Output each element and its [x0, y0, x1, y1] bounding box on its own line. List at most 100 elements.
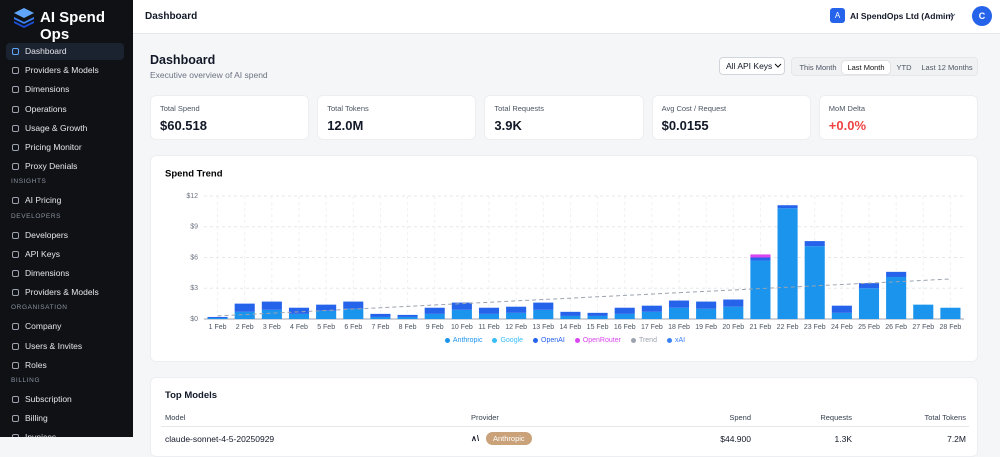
bar — [451, 302, 472, 310]
table-card: Top Models Model Provider Spend Requests Tot… — [150, 377, 978, 457]
kpi-value: $0.0155 — [661, 118, 709, 133]
table-cell: 1.3K — [834, 434, 853, 444]
legend-dot — [666, 338, 672, 343]
nav-item[interactable]: Roles — [6, 357, 124, 374]
nav-item[interactable]: Pricing Monitor — [6, 139, 124, 156]
nav-icon — [12, 434, 19, 437]
legend-dot — [574, 338, 580, 343]
org-switcher[interactable]: AI SpendOps Ltd (Admin) — [850, 11, 954, 21]
nav-icon — [12, 270, 19, 277]
bar — [261, 301, 282, 310]
bar — [777, 205, 798, 209]
bar — [316, 310, 337, 319]
x-tick-label: 14 Feb — [560, 324, 582, 331]
range-button[interactable]: YTD — [896, 63, 912, 72]
table-title: Top Models — [165, 390, 218, 401]
legend-label: OpenRouter — [582, 337, 621, 344]
nav-item[interactable]: Billing — [6, 410, 124, 427]
legend-item[interactable]: Trend — [630, 337, 657, 344]
logo-icon — [14, 8, 34, 28]
kpi-label: Total Requests — [494, 104, 545, 113]
nav-icon — [12, 105, 19, 113]
nav-item[interactable]: Providers & Models — [6, 62, 124, 79]
bar — [858, 283, 880, 289]
nav-item[interactable]: Providers & Models — [6, 284, 124, 301]
nav-icon — [12, 289, 19, 297]
bar — [804, 241, 825, 247]
column-header: Total Tokens — [924, 413, 966, 422]
trend-line — [217, 278, 951, 317]
range-button[interactable]: Last Month — [842, 61, 890, 74]
bar — [886, 276, 907, 319]
nav-item[interactable]: Users & Invites — [6, 338, 124, 355]
range-button[interactable]: Last 12 Months — [921, 63, 973, 72]
bar — [560, 315, 581, 319]
bar — [397, 316, 418, 319]
legend: Anthropic Google OpenAI OpenRouter Trend xAI — [151, 337, 979, 344]
bar — [750, 257, 771, 261]
section-heading: DEVELOPERS — [11, 212, 62, 220]
bar — [288, 313, 310, 319]
x-tick-label: 27 Feb — [912, 324, 934, 331]
nav-item[interactable]: Subscription — [6, 391, 124, 408]
legend-item[interactable]: OpenRouter — [574, 337, 621, 344]
x-tick-label: 1 Feb — [209, 324, 227, 331]
header-title: Dashboard — [145, 11, 198, 22]
nav-item[interactable]: API Keys — [6, 246, 124, 263]
nav-icon — [12, 144, 19, 151]
nav-item[interactable]: Invoices — [6, 429, 124, 437]
nav-item[interactable]: Operations — [6, 101, 124, 118]
bar — [424, 307, 445, 314]
api-key-filter[interactable]: All API Keys — [719, 57, 785, 75]
x-tick-label: 19 Feb — [695, 324, 717, 331]
bar — [641, 305, 662, 312]
user-avatar[interactable]: C — [972, 6, 992, 26]
bar — [668, 307, 690, 319]
legend-item[interactable]: Anthropic — [444, 337, 482, 344]
bar — [804, 246, 825, 319]
table-cell: 7.2M — [947, 434, 966, 444]
kpi-label: Avg Cost / Request — [661, 104, 727, 113]
nav-item[interactable]: Dashboard — [6, 43, 124, 60]
bar — [614, 313, 635, 319]
nav-item[interactable]: Dimensions — [6, 81, 124, 98]
bar — [424, 313, 445, 319]
nav-item[interactable]: AI Pricing — [6, 192, 124, 209]
nav-icon — [12, 67, 19, 75]
nav-item[interactable]: Dimensions — [6, 265, 124, 282]
bar — [913, 304, 934, 319]
nav-item[interactable]: Company — [6, 318, 124, 335]
brand: AI Spend Ops — [40, 9, 106, 43]
bar — [696, 301, 717, 309]
legend-item[interactable]: Google — [492, 337, 523, 344]
bar — [587, 312, 608, 316]
legend-item[interactable]: OpenAI — [533, 337, 565, 344]
nav-icon — [12, 396, 19, 403]
bar — [261, 309, 282, 319]
bar — [288, 307, 310, 314]
legend-item[interactable]: xAI — [666, 337, 685, 344]
nav-item[interactable]: Developers — [6, 227, 124, 244]
x-tick-label: 13 Feb — [532, 324, 554, 331]
nav-item[interactable]: Proxy Denials — [6, 158, 124, 175]
section-heading: INSIGHTS — [11, 178, 47, 186]
x-tick-label: 11 Feb — [478, 324, 499, 331]
range-button[interactable]: This Month — [799, 63, 837, 72]
bar — [723, 306, 744, 319]
nav-icon — [12, 86, 19, 94]
x-tick-label: 4 Feb — [290, 324, 308, 331]
bar — [207, 317, 228, 319]
top-bar: Dashboard A AI SpendOps Ltd (Admin) C — [133, 0, 1000, 34]
header-rule — [161, 426, 969, 427]
nav-item[interactable]: Usage & Growth — [6, 120, 124, 137]
nav-icon — [12, 361, 19, 369]
bar — [506, 312, 527, 319]
bar — [478, 313, 500, 319]
bar — [478, 307, 500, 314]
y-tick-label: $0 — [190, 316, 198, 323]
chevron — [948, 13, 956, 18]
kpi-value: $60.518 — [160, 118, 207, 133]
legend-dot — [533, 338, 539, 343]
kpi-card: Avg Cost / Request $0.0155 — [651, 95, 811, 140]
